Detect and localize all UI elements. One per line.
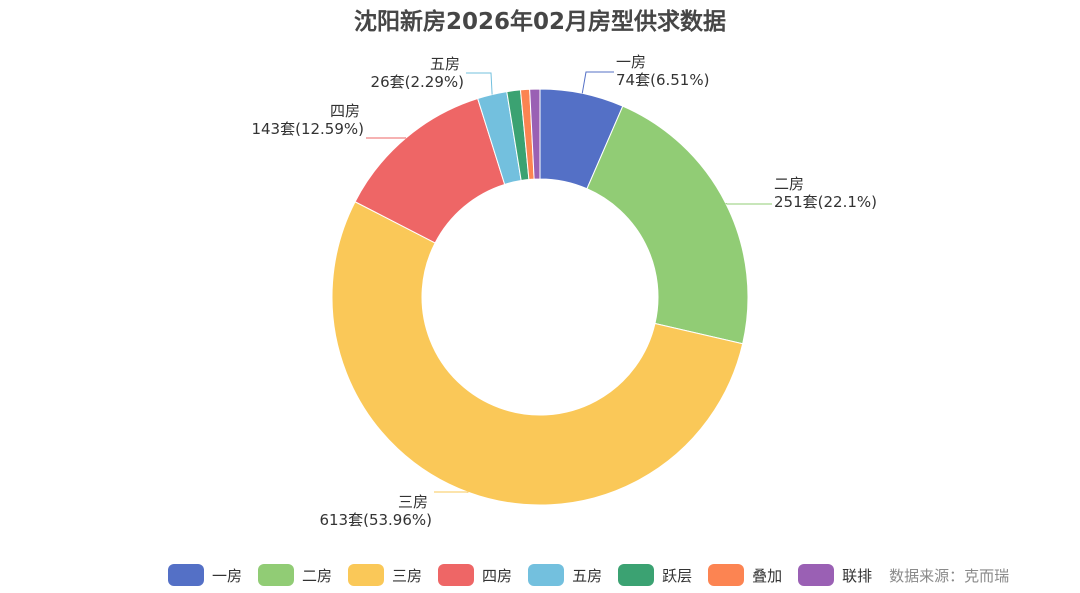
- data-label-name-三房: 三房: [398, 493, 428, 511]
- legend-item-叠加[interactable]: 叠加: [708, 564, 782, 586]
- data-label-value-三房: 613套(53.96%): [319, 511, 432, 529]
- chart-title: 沈阳新房2026年02月房型供求数据: [353, 9, 727, 35]
- legend-label: 一房: [212, 566, 243, 585]
- legend: 一房 二房 三房 四房 五房 跃层 叠加 联排 数据来源：克而瑞: [168, 560, 1009, 590]
- legend-swatch: [618, 564, 655, 586]
- data-label-value-五房: 26套(2.29%): [371, 73, 464, 91]
- legend-swatch: [348, 564, 385, 586]
- legend-label: 跃层: [662, 566, 693, 585]
- legend-item-二房[interactable]: 二房: [258, 564, 332, 586]
- legend-item-四房[interactable]: 四房: [438, 564, 512, 586]
- legend-swatch: [708, 564, 745, 586]
- legend-item-一房[interactable]: 一房: [168, 564, 242, 586]
- slice-联排: [529, 88, 541, 180]
- data-label-value-一房: 74套(6.51%): [616, 71, 709, 89]
- legend-item-联排[interactable]: 联排: [798, 564, 872, 586]
- legend-label: 叠加: [752, 566, 783, 585]
- source-note: 数据来源：克而瑞: [889, 566, 1010, 585]
- legend-swatch: [258, 564, 295, 586]
- legend-swatch: [438, 564, 475, 586]
- legend-item-五房[interactable]: 五房: [528, 564, 602, 586]
- slice-二房: [586, 105, 749, 345]
- data-label-value-四房: 143套(12.59%): [251, 120, 364, 138]
- slice-三房: [331, 201, 744, 506]
- data-label-name-一房: 一房: [616, 53, 646, 71]
- legend-label: 联排: [842, 566, 873, 585]
- legend-item-跃层[interactable]: 跃层: [618, 564, 692, 586]
- legend-swatch: [528, 564, 565, 586]
- label-line-五房: [466, 72, 493, 95]
- data-label-name-四房: 四房: [330, 102, 360, 120]
- legend-swatch: [168, 564, 204, 586]
- legend-item-三房[interactable]: 三房: [348, 564, 422, 586]
- label-line-一房: [581, 71, 614, 94]
- legend-label: 三房: [392, 566, 423, 585]
- label-line-二房: [725, 202, 772, 205]
- data-label-name-二房: 二房: [774, 175, 804, 193]
- legend-label: 四房: [482, 566, 513, 585]
- legend-label: 五房: [572, 566, 603, 585]
- legend-swatch: [798, 564, 835, 586]
- data-label-name-五房: 五房: [430, 55, 460, 73]
- data-label-value-二房: 251套(22.1%): [774, 193, 877, 211]
- legend-label: 二房: [302, 566, 333, 585]
